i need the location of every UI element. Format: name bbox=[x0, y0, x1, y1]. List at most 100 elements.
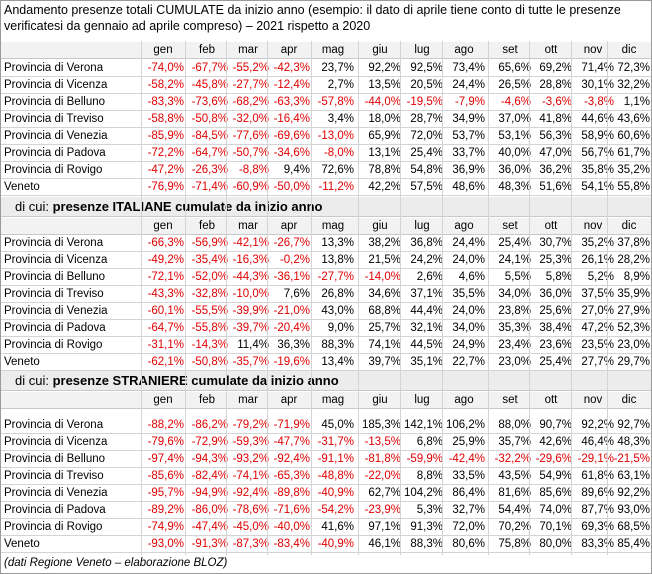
value-cell: -73,6% bbox=[191, 96, 228, 108]
value-cell: -49,2% bbox=[147, 254, 184, 266]
value-cell: 60,6% bbox=[617, 130, 650, 142]
section-header: di cui: presenze STRANIERE cumulate da i… bbox=[1, 371, 651, 391]
value-cell: -34,6% bbox=[273, 147, 310, 159]
value-cell: 42,6% bbox=[539, 436, 572, 448]
value-cell: 37,5% bbox=[581, 288, 614, 300]
value-cell: -63,3% bbox=[273, 96, 310, 108]
value-cell: 25,6% bbox=[539, 305, 572, 317]
value-cell: 54,8% bbox=[410, 164, 443, 176]
value-cell: 28,2% bbox=[617, 254, 650, 266]
value-cell: 26,5% bbox=[498, 79, 531, 91]
value-cell: -60,9% bbox=[232, 181, 269, 193]
value-cell: 5,3% bbox=[416, 504, 443, 516]
month-header-apr: apr bbox=[280, 44, 298, 56]
province-name: Provincia di Vicenza bbox=[4, 79, 108, 91]
province-name: Veneto bbox=[4, 181, 40, 193]
value-cell: 61,8% bbox=[581, 470, 614, 482]
month-header-apr: apr bbox=[280, 394, 298, 406]
value-cell: -55,8% bbox=[191, 322, 228, 334]
value-cell: 23,5% bbox=[581, 339, 614, 351]
value-cell: 185,3% bbox=[361, 419, 401, 431]
month-header-giu: giu bbox=[372, 220, 388, 232]
value-cell: 23,0% bbox=[617, 339, 650, 351]
value-cell: 11,4% bbox=[237, 339, 269, 351]
section-header: di cui: presenze ITALIANE cumulate da in… bbox=[1, 197, 651, 217]
value-cell: 87,7% bbox=[581, 504, 614, 516]
value-cell: 24,4% bbox=[452, 79, 485, 91]
month-header-ago: ago bbox=[454, 220, 474, 232]
value-cell: 25,4% bbox=[539, 356, 572, 368]
value-cell: -26,7% bbox=[273, 237, 310, 249]
value-cell: 61,7% bbox=[617, 147, 650, 159]
value-cell: -29,6% bbox=[535, 453, 572, 465]
value-cell: 36,2% bbox=[539, 164, 572, 176]
month-header-feb: feb bbox=[199, 220, 215, 232]
table-row: Provincia di Treviso -58,8% -50,8% -32,0% -1… bbox=[1, 111, 651, 128]
value-cell: 88,0% bbox=[498, 419, 531, 431]
value-cell: 5,5% bbox=[504, 271, 531, 283]
value-cell: 39,7% bbox=[368, 356, 401, 368]
value-cell: 69,2% bbox=[539, 62, 572, 74]
value-cell: 34,0% bbox=[452, 322, 485, 334]
value-cell: -13,0% bbox=[317, 130, 354, 142]
value-cell: 24,9% bbox=[452, 339, 485, 351]
value-cell: 35,2% bbox=[617, 164, 650, 176]
value-cell: 97,1% bbox=[368, 521, 401, 533]
column-divider bbox=[571, 41, 572, 555]
value-cell: 27,9% bbox=[617, 305, 650, 317]
value-cell: -29,1% bbox=[577, 453, 614, 465]
value-cell: 68,5% bbox=[617, 521, 650, 533]
value-cell: 43,0% bbox=[321, 305, 354, 317]
value-cell: 92,2% bbox=[581, 419, 614, 431]
value-cell: -74,9% bbox=[147, 521, 184, 533]
value-cell: 91,3% bbox=[410, 521, 443, 533]
value-cell: -91,3% bbox=[191, 538, 228, 550]
value-cell: -16,4% bbox=[273, 113, 310, 125]
value-cell: -54,2% bbox=[317, 504, 354, 516]
value-cell: 24,2% bbox=[410, 254, 443, 266]
value-cell: 48,3% bbox=[498, 181, 531, 193]
value-cell: 86,4% bbox=[452, 487, 485, 499]
value-cell: -71,9% bbox=[273, 419, 310, 431]
value-cell: -87,3% bbox=[232, 538, 269, 550]
value-cell: 13,8% bbox=[321, 254, 354, 266]
value-cell: -74,1% bbox=[232, 470, 269, 482]
value-cell: -21,0% bbox=[273, 305, 310, 317]
province-name: Provincia di Padova bbox=[4, 322, 106, 334]
value-cell: 65,9% bbox=[368, 130, 401, 142]
value-cell: 63,1% bbox=[617, 470, 650, 482]
value-cell: 34,0% bbox=[498, 288, 531, 300]
value-cell: 104,2% bbox=[403, 487, 443, 499]
value-cell: 25,3% bbox=[539, 254, 572, 266]
value-cell: -88,2% bbox=[147, 419, 184, 431]
value-cell: 142,1% bbox=[403, 419, 443, 431]
value-cell: 23,4% bbox=[498, 339, 531, 351]
value-cell: 41,8% bbox=[539, 113, 572, 125]
value-cell: 47,2% bbox=[581, 322, 614, 334]
value-cell: -58,8% bbox=[147, 113, 184, 125]
value-cell: 30,1% bbox=[581, 79, 614, 91]
province-name: Provincia di Venezia bbox=[4, 130, 108, 142]
value-cell: -67,7% bbox=[191, 62, 228, 74]
column-divider bbox=[185, 41, 186, 555]
value-cell: -79,6% bbox=[147, 436, 184, 448]
value-cell: -47,4% bbox=[191, 521, 228, 533]
value-cell: 24,4% bbox=[452, 237, 485, 249]
value-cell: 48,3% bbox=[617, 436, 650, 448]
value-cell: 83,3% bbox=[581, 538, 614, 550]
value-cell: -52,0% bbox=[191, 271, 228, 283]
value-cell: -39,7% bbox=[232, 322, 269, 334]
value-cell: 69,3% bbox=[581, 521, 614, 533]
value-cell: -47,7% bbox=[273, 436, 310, 448]
value-cell: -40,9% bbox=[317, 487, 354, 499]
value-cell: 13,3% bbox=[321, 237, 354, 249]
value-cell: -8,8% bbox=[238, 164, 269, 176]
province-name: Provincia di Treviso bbox=[4, 470, 104, 482]
month-header-set: set bbox=[502, 44, 518, 56]
table-row: Provincia di Treviso -43,3% -32,8% -10,0% 7,… bbox=[1, 286, 651, 303]
value-cell: -66,3% bbox=[147, 237, 184, 249]
source-note: (dati Regione Veneto – elaborazione BLOZ… bbox=[4, 557, 228, 569]
month-header-gen: gen bbox=[153, 220, 173, 232]
value-cell: 32,7% bbox=[452, 504, 485, 516]
